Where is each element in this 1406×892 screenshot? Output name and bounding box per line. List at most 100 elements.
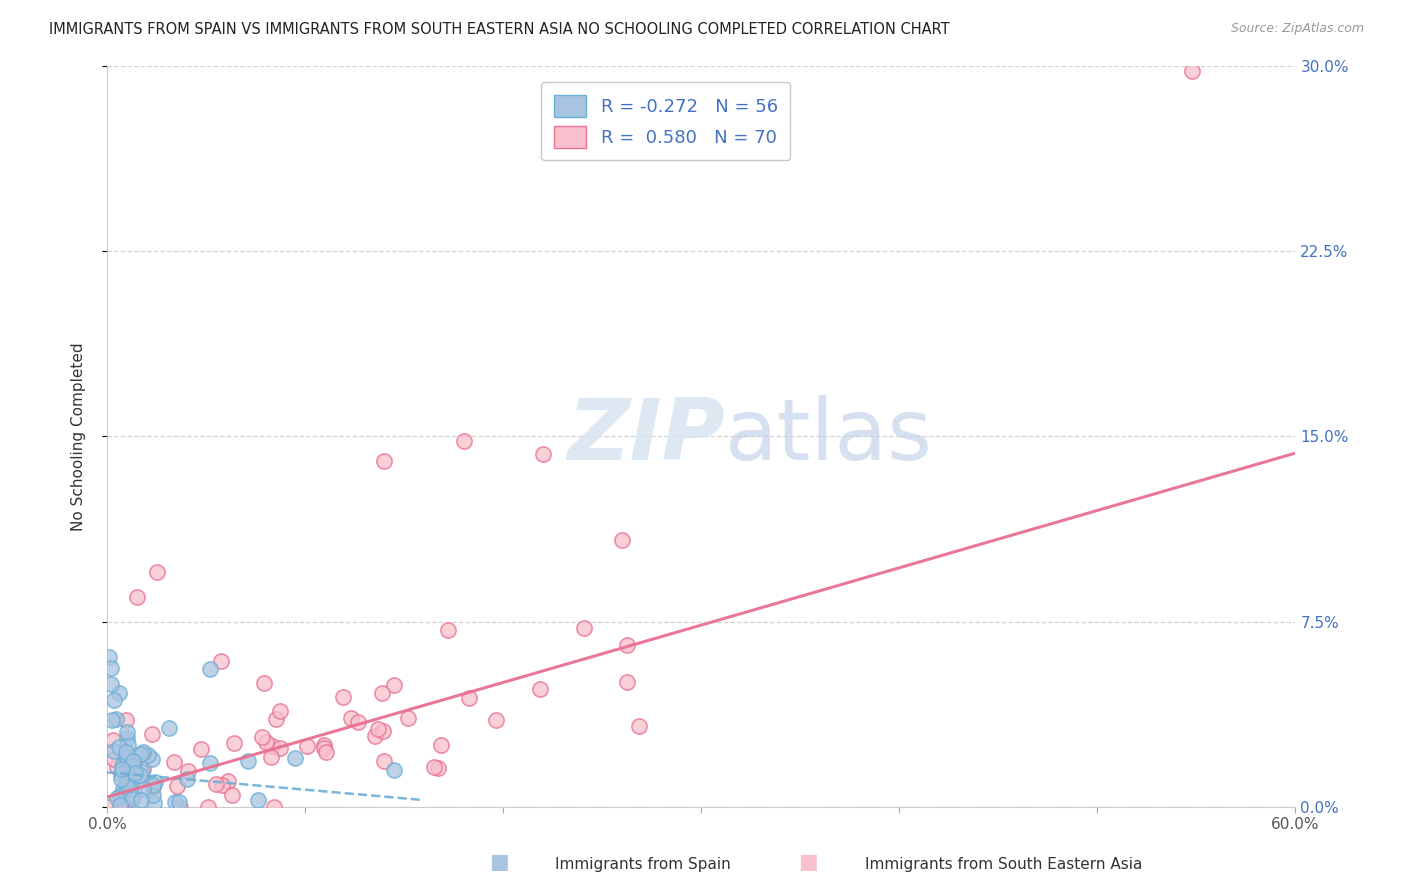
Point bbox=[373, 454, 395, 468]
Point bbox=[129, 768, 152, 782]
Point bbox=[103, 752, 125, 766]
Point bbox=[141, 752, 163, 766]
Point bbox=[315, 745, 337, 759]
Point bbox=[396, 711, 419, 725]
Point bbox=[142, 780, 165, 794]
Text: ZIP: ZIP bbox=[568, 395, 725, 478]
Point bbox=[426, 761, 449, 775]
Point bbox=[132, 763, 155, 777]
Point bbox=[177, 764, 200, 778]
Point bbox=[176, 772, 198, 786]
Point bbox=[260, 750, 283, 764]
Point bbox=[108, 739, 131, 754]
Point bbox=[616, 674, 638, 689]
Point bbox=[100, 661, 122, 675]
Point bbox=[136, 747, 159, 762]
Point bbox=[115, 714, 138, 728]
Point bbox=[124, 756, 146, 771]
Point bbox=[103, 744, 125, 758]
Point bbox=[132, 745, 155, 759]
Point bbox=[142, 778, 165, 792]
Point bbox=[572, 621, 595, 635]
Point bbox=[115, 772, 138, 786]
Y-axis label: No Schooling Completed: No Schooling Completed bbox=[72, 342, 86, 531]
Point bbox=[122, 789, 145, 804]
Point bbox=[120, 781, 142, 796]
Point bbox=[221, 788, 243, 802]
Point bbox=[430, 738, 453, 752]
Point bbox=[373, 755, 395, 769]
Point bbox=[100, 676, 122, 690]
Point bbox=[142, 796, 165, 810]
Point bbox=[236, 755, 259, 769]
Point bbox=[453, 434, 475, 449]
Point bbox=[254, 735, 277, 749]
Point bbox=[197, 800, 219, 814]
Point bbox=[169, 800, 191, 814]
Point bbox=[250, 731, 273, 745]
Point bbox=[111, 759, 134, 773]
Point bbox=[141, 726, 163, 740]
Point bbox=[112, 800, 135, 814]
Point bbox=[129, 793, 152, 807]
Point bbox=[105, 791, 128, 805]
Point bbox=[110, 800, 132, 814]
Point bbox=[112, 800, 135, 814]
Point bbox=[163, 795, 186, 809]
Legend: R = -0.272   N = 56, R =  0.580   N = 70: R = -0.272 N = 56, R = 0.580 N = 70 bbox=[541, 82, 790, 161]
Point bbox=[115, 724, 138, 739]
Point bbox=[110, 772, 132, 786]
Point bbox=[1181, 63, 1204, 78]
Point bbox=[209, 654, 232, 668]
Point bbox=[103, 693, 125, 707]
Point bbox=[122, 783, 145, 797]
Point bbox=[115, 731, 138, 746]
Point bbox=[142, 788, 165, 802]
Text: Immigrants from Spain: Immigrants from Spain bbox=[555, 857, 731, 872]
Point bbox=[610, 533, 633, 547]
Text: ■: ■ bbox=[799, 853, 818, 872]
Point bbox=[120, 780, 142, 794]
Point bbox=[364, 729, 387, 743]
Point bbox=[115, 780, 138, 795]
Point bbox=[205, 777, 228, 791]
Point bbox=[264, 712, 287, 726]
Point bbox=[340, 711, 363, 725]
Point bbox=[198, 662, 221, 676]
Point bbox=[122, 757, 145, 772]
Point bbox=[269, 740, 291, 755]
Point bbox=[129, 747, 152, 762]
Point bbox=[98, 649, 121, 664]
Point bbox=[346, 714, 368, 729]
Point bbox=[159, 721, 181, 735]
Point bbox=[120, 788, 142, 802]
Point bbox=[437, 624, 460, 638]
Point bbox=[371, 723, 394, 738]
Text: ■: ■ bbox=[489, 853, 509, 872]
Point bbox=[262, 739, 284, 754]
Point bbox=[211, 778, 233, 792]
Point bbox=[295, 739, 318, 753]
Point bbox=[108, 798, 131, 813]
Point bbox=[269, 704, 291, 718]
Point bbox=[112, 781, 135, 796]
Point bbox=[163, 755, 186, 769]
Point bbox=[167, 795, 190, 809]
Point bbox=[122, 754, 145, 768]
Point bbox=[485, 713, 508, 727]
Point bbox=[529, 681, 551, 696]
Point bbox=[247, 793, 270, 807]
Point bbox=[382, 678, 405, 692]
Point bbox=[222, 736, 245, 750]
Point bbox=[382, 763, 405, 777]
Text: Immigrants from South Eastern Asia: Immigrants from South Eastern Asia bbox=[865, 857, 1142, 872]
Point bbox=[121, 791, 143, 805]
Point bbox=[100, 713, 122, 727]
Text: Source: ZipAtlas.com: Source: ZipAtlas.com bbox=[1230, 22, 1364, 36]
Point bbox=[110, 789, 132, 803]
Point bbox=[312, 738, 335, 752]
Point bbox=[166, 779, 188, 793]
Point bbox=[124, 766, 146, 780]
Point bbox=[120, 759, 142, 773]
Point bbox=[371, 686, 394, 700]
